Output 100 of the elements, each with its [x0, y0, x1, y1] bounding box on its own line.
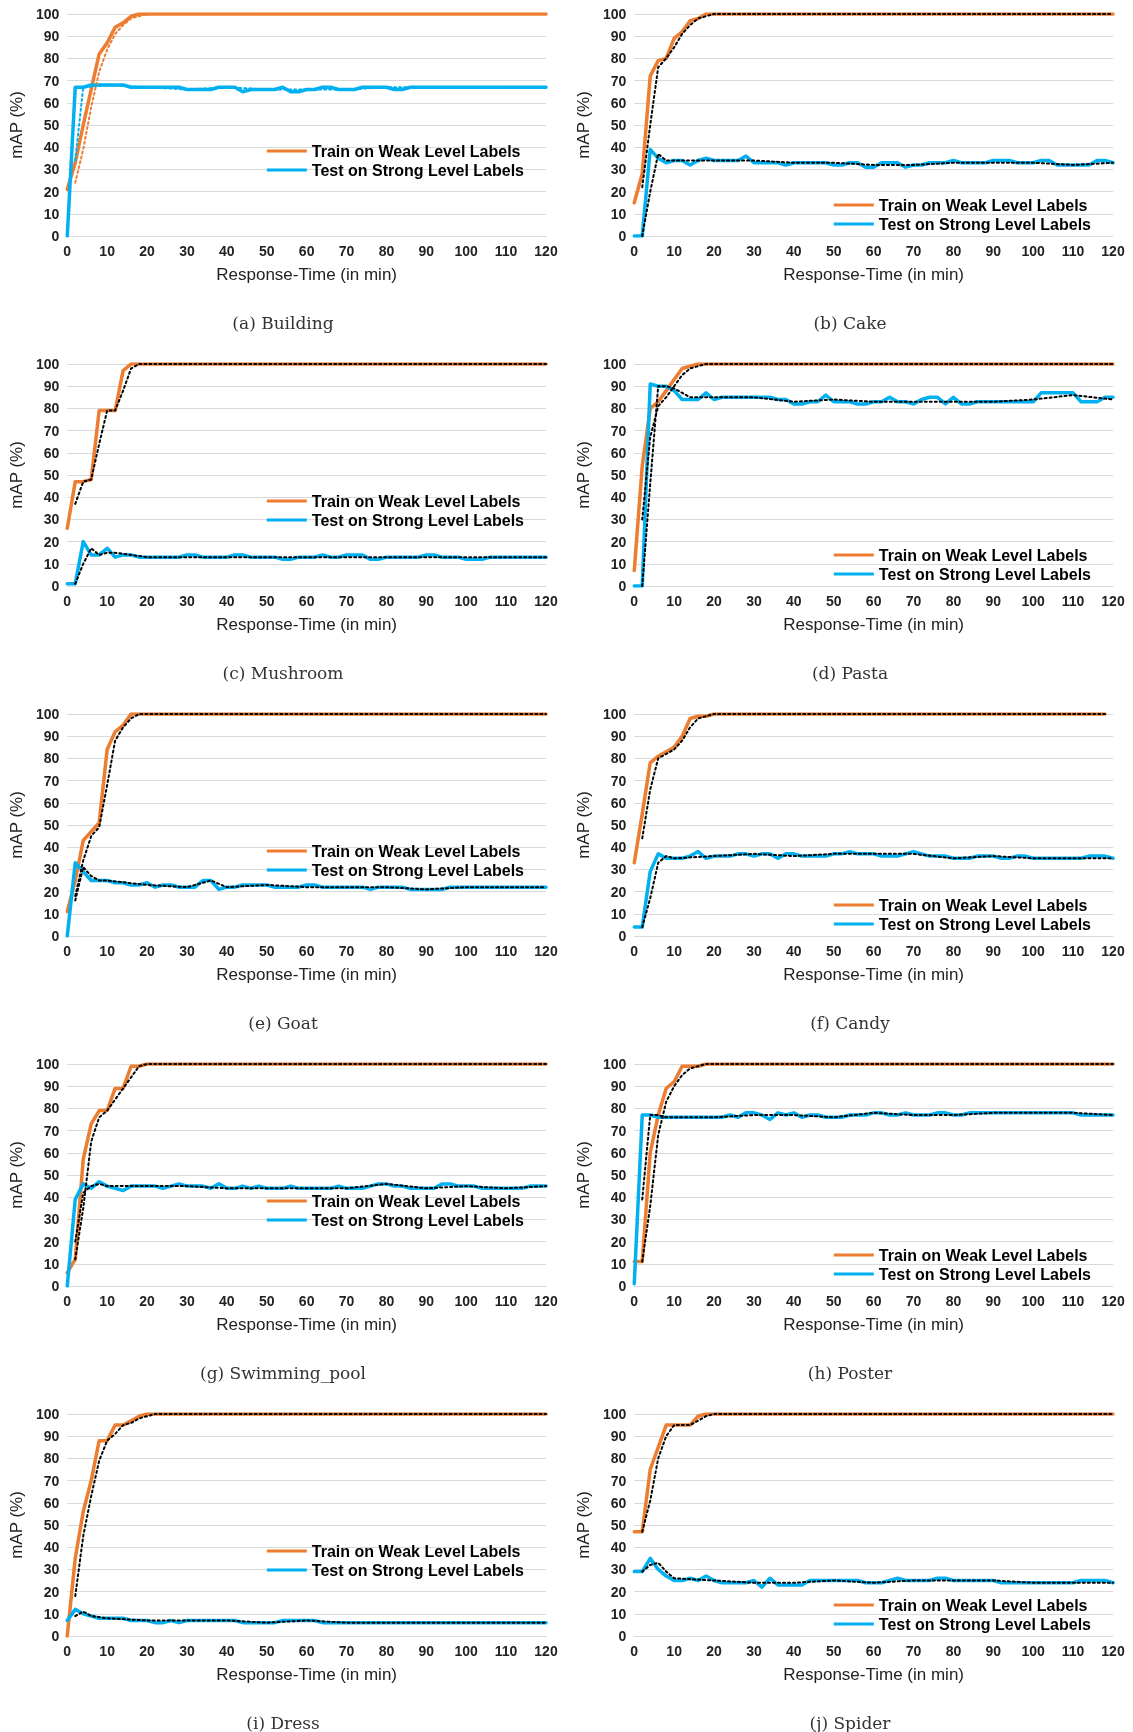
legend-label: Test on Strong Level Labels	[311, 161, 525, 179]
x-tick-label: 120	[1101, 1293, 1125, 1309]
x-tick-label: 60	[865, 1643, 882, 1659]
x-tick-label: 100	[454, 593, 479, 609]
x-tick-label: 90	[985, 943, 1002, 959]
x-tick-label: 40	[219, 1293, 235, 1309]
legend-label: Train on Weak Level Labels	[311, 492, 521, 510]
y-tick-label: 60	[43, 1494, 60, 1511]
x-tick-label: 10	[99, 593, 116, 609]
x-tick-label: 110	[1061, 1643, 1085, 1659]
x-tick-label: 30	[179, 943, 195, 959]
x-tick-label: 80	[378, 593, 395, 609]
y-tick-label: 100	[35, 1406, 60, 1422]
y-tick-label: 90	[610, 728, 627, 745]
x-tick-label: 110	[1061, 1293, 1085, 1309]
x-tick-label: 50	[825, 593, 842, 609]
y-tick-label: 80	[43, 1100, 60, 1117]
x-tick-label: 90	[418, 1293, 435, 1309]
text: (f) Candy	[810, 1012, 891, 1033]
x-axis-title: Response-Time (in min)	[216, 615, 397, 634]
legend-label: Test on Strong Level Labels	[878, 1615, 1092, 1633]
x-tick-label: 70	[338, 1643, 355, 1659]
y-tick-label: 90	[43, 728, 60, 745]
x-tick-label: 30	[179, 243, 195, 259]
y-tick-label: 80	[610, 1100, 627, 1117]
y-tick-label: 30	[610, 861, 627, 878]
y-tick-label: 80	[610, 1450, 627, 1467]
x-tick-label: 120	[534, 243, 558, 259]
x-tick-label: 10	[666, 593, 683, 609]
y-axis-title: mAP (%)	[7, 91, 26, 159]
y-tick-label: 100	[602, 356, 627, 372]
x-tick-label: 50	[258, 1293, 275, 1309]
y-tick-label: 90	[610, 28, 627, 45]
y-tick-label: 100	[35, 356, 60, 372]
y-tick-label: 0	[618, 1628, 627, 1644]
x-tick-label: 110	[1061, 593, 1085, 609]
y-tick-label: 0	[618, 1278, 627, 1294]
x-tick-label: 90	[985, 1293, 1002, 1309]
y-tick-label: 60	[610, 1144, 627, 1161]
y-tick-label: 40	[610, 139, 627, 156]
y-tick-label: 50	[43, 1517, 60, 1533]
x-tick-label: 110	[494, 243, 518, 259]
x-tick-label: 50	[825, 243, 842, 259]
y-tick-label: 20	[610, 1233, 627, 1250]
y-tick-label: 100	[35, 1056, 60, 1072]
y-tick-label: 50	[610, 117, 627, 133]
x-tick-label: 120	[534, 1293, 558, 1309]
y-tick-label: 40	[610, 1189, 627, 1206]
x-tick-label: 100	[1021, 593, 1046, 609]
y-tick-label: 20	[610, 1583, 627, 1600]
y-tick-label: 90	[43, 1428, 60, 1445]
x-tick-label: 20	[139, 943, 156, 959]
x-tick-label: 50	[825, 1293, 842, 1309]
x-tick-label: 110	[494, 593, 518, 609]
x-tick-label: 30	[746, 593, 762, 609]
x-tick-label: 70	[338, 593, 355, 609]
legend-label: Test on Strong Level Labels	[311, 511, 525, 529]
y-tick-label: 100	[35, 706, 60, 722]
y-axis-title: mAP (%)	[7, 791, 26, 859]
x-tick-label: 80	[945, 1643, 962, 1659]
y-axis-title: mAP (%)	[7, 1491, 26, 1559]
y-tick-label: 30	[43, 1561, 60, 1578]
y-tick-label: 40	[610, 839, 627, 856]
y-tick-label: 60	[43, 444, 60, 461]
x-tick-label: 100	[454, 1643, 479, 1659]
y-tick-label: 60	[610, 94, 627, 111]
y-tick-label: 80	[43, 1450, 60, 1467]
y-tick-label: 40	[43, 139, 60, 156]
y-tick-label: 70	[43, 422, 60, 439]
x-tick-label: 60	[298, 243, 315, 259]
x-tick-label: 80	[945, 243, 962, 259]
x-tick-label: 60	[865, 943, 882, 959]
y-tick-label: 70	[610, 772, 627, 789]
y-tick-label: 0	[51, 578, 60, 594]
x-tick-label: 10	[99, 943, 116, 959]
x-tick-label: 120	[1101, 243, 1125, 259]
x-tick-label: 100	[1021, 243, 1046, 259]
y-tick-label: 60	[610, 1494, 627, 1511]
y-tick-label: 90	[610, 378, 627, 395]
y-tick-label: 90	[610, 1078, 627, 1095]
x-tick-label: 40	[219, 243, 235, 259]
legend-label: Test on Strong Level Labels	[311, 861, 525, 879]
y-tick-label: 10	[43, 1605, 60, 1622]
x-tick-label: 70	[338, 243, 355, 259]
x-axis-title: Response-Time (in min)	[783, 1665, 964, 1684]
y-axis-title: mAP (%)	[574, 441, 593, 509]
x-tick-label: 90	[985, 1643, 1002, 1659]
y-tick-label: 40	[610, 1539, 627, 1556]
x-tick-label: 40	[219, 943, 235, 959]
x-tick-label: 70	[905, 943, 922, 959]
legend-label: Train on Weak Level Labels	[878, 546, 1088, 564]
x-tick-label: 70	[338, 1293, 355, 1309]
x-tick-label: 50	[258, 243, 275, 259]
x-tick-label: 80	[378, 243, 395, 259]
x-tick-label: 50	[825, 943, 842, 959]
y-axis-title: mAP (%)	[574, 1491, 593, 1559]
y-tick-label: 70	[610, 1122, 627, 1139]
y-tick-label: 70	[610, 422, 627, 439]
y-tick-label: 80	[43, 400, 60, 417]
x-tick-label: 10	[666, 243, 683, 259]
